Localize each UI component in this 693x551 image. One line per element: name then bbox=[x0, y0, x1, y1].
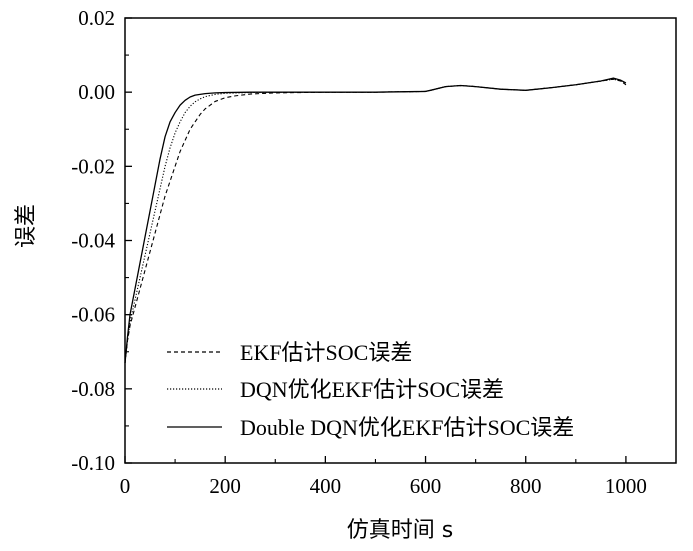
series-line-3 bbox=[124, 77, 627, 363]
y-axis: 0.02 0.00 -0.02 -0.04 -0.06 -0.08 -0.10 bbox=[71, 6, 132, 475]
legend-label-3: Double DQN优化EKF估计SOC误差 bbox=[240, 415, 574, 440]
series-layer bbox=[124, 77, 627, 363]
legend: EKF估计SOC误差 DQN优化EKF估计SOC误差 Double DQN优化EKF… bbox=[167, 340, 574, 440]
series-line-1 bbox=[124, 78, 627, 363]
legend-label-1: EKF估计SOC误差 bbox=[240, 340, 412, 365]
x-axis-label: 仿真时间 s bbox=[347, 518, 453, 543]
x-tick-label: 400 bbox=[310, 474, 342, 498]
x-tick-label: 800 bbox=[510, 474, 542, 498]
x-axis: 0 200 400 600 800 1000 bbox=[120, 456, 647, 498]
y-tick-label: 0.00 bbox=[78, 80, 115, 104]
x-tick-label: 0 bbox=[120, 474, 131, 498]
x-tick-label: 1000 bbox=[605, 474, 647, 498]
x-tick-label: 200 bbox=[209, 474, 241, 498]
series-line-2 bbox=[124, 78, 627, 363]
legend-label-2: DQN优化EKF估计SOC误差 bbox=[240, 377, 504, 402]
y-axis-label: 误差 bbox=[14, 204, 39, 248]
x-tick-label: 600 bbox=[410, 474, 442, 498]
y-tick-label: -0.02 bbox=[71, 154, 115, 178]
y-tick-label: -0.10 bbox=[71, 451, 115, 475]
y-tick-label: 0.02 bbox=[78, 6, 115, 30]
y-tick-label: -0.08 bbox=[71, 377, 115, 401]
y-tick-label: -0.06 bbox=[71, 303, 115, 327]
y-tick-label: -0.04 bbox=[71, 229, 115, 253]
